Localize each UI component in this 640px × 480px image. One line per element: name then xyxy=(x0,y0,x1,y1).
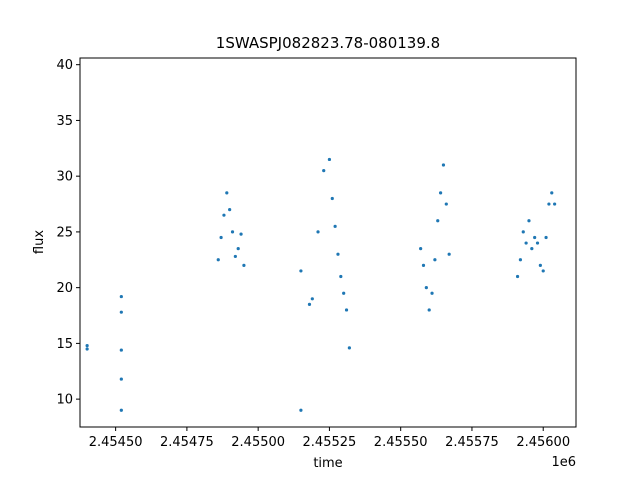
data-point xyxy=(344,308,349,312)
data-point xyxy=(515,274,520,279)
y-axis-label: flux xyxy=(32,230,47,254)
plot-area xyxy=(85,157,557,412)
data-point xyxy=(119,348,123,352)
data-point xyxy=(239,232,243,236)
x-axis-offset-label: 1e6 xyxy=(551,455,576,470)
data-point xyxy=(339,274,343,279)
data-point xyxy=(438,191,443,195)
data-point xyxy=(521,230,525,234)
data-point xyxy=(419,247,423,251)
data-point xyxy=(342,291,346,295)
data-point xyxy=(236,247,240,251)
data-point xyxy=(421,263,426,267)
data-point xyxy=(230,230,235,234)
y-tick-label: 15 xyxy=(56,337,73,352)
data-point xyxy=(447,252,451,256)
data-point xyxy=(544,235,548,240)
x-tick-label: 2.45575 xyxy=(445,435,499,450)
data-point xyxy=(547,202,551,206)
data-point xyxy=(119,408,123,412)
data-point xyxy=(228,208,232,212)
data-point xyxy=(538,263,542,267)
data-point xyxy=(550,191,554,195)
data-point xyxy=(441,163,446,167)
data-point xyxy=(524,241,528,245)
data-point xyxy=(85,347,89,351)
y-tick-label: 10 xyxy=(56,393,73,408)
data-point xyxy=(119,377,123,381)
data-point xyxy=(330,196,334,201)
y-tick-label: 40 xyxy=(56,58,73,73)
data-point xyxy=(347,346,351,350)
data-point xyxy=(307,302,312,306)
data-point xyxy=(436,219,440,223)
data-point xyxy=(327,157,332,162)
data-point xyxy=(119,294,123,299)
data-point xyxy=(219,235,223,240)
data-point xyxy=(518,258,523,262)
data-point xyxy=(119,310,123,314)
x-tick-label: 2.45500 xyxy=(231,435,285,450)
y-tick-label: 25 xyxy=(56,225,73,240)
x-tick-label: 2.45525 xyxy=(303,435,357,450)
data-point xyxy=(553,202,557,206)
data-point xyxy=(527,219,531,223)
data-point xyxy=(299,269,303,273)
x-tick-label: 2.45600 xyxy=(516,435,570,450)
data-point xyxy=(430,291,434,295)
data-point xyxy=(233,254,237,259)
data-point xyxy=(424,286,428,290)
x-tick-label: 2.45450 xyxy=(89,435,143,450)
data-point xyxy=(225,191,229,195)
x-axis: 2.45450 2.45475 2.45500 2.45525 2.45550 2.455… xyxy=(89,427,570,450)
data-point xyxy=(535,241,540,245)
data-point xyxy=(310,297,314,301)
data-point xyxy=(322,168,326,173)
y-tick-label: 20 xyxy=(56,281,73,296)
y-tick-label: 35 xyxy=(56,114,73,129)
data-point xyxy=(541,269,545,273)
data-point xyxy=(336,252,340,256)
chart-title: 1SWASPJ082823.78-080139.8 xyxy=(216,34,440,52)
plot-frame xyxy=(79,57,577,428)
data-point xyxy=(533,235,537,240)
data-point xyxy=(333,224,337,228)
data-point xyxy=(530,247,534,251)
data-point xyxy=(216,258,220,262)
data-point xyxy=(222,213,226,217)
data-point xyxy=(242,263,246,267)
x-tick-label: 2.45550 xyxy=(374,435,428,450)
y-tick-label: 30 xyxy=(56,170,73,185)
data-point xyxy=(316,230,320,234)
y-axis: 10 15 20 25 30 35 40 xyxy=(56,58,80,408)
data-point xyxy=(85,344,89,348)
data-point xyxy=(444,202,448,206)
x-tick-label: 2.45475 xyxy=(160,435,214,450)
x-axis-label: time xyxy=(313,456,342,471)
data-point xyxy=(427,308,431,312)
data-point xyxy=(299,408,303,412)
data-point xyxy=(433,258,437,262)
